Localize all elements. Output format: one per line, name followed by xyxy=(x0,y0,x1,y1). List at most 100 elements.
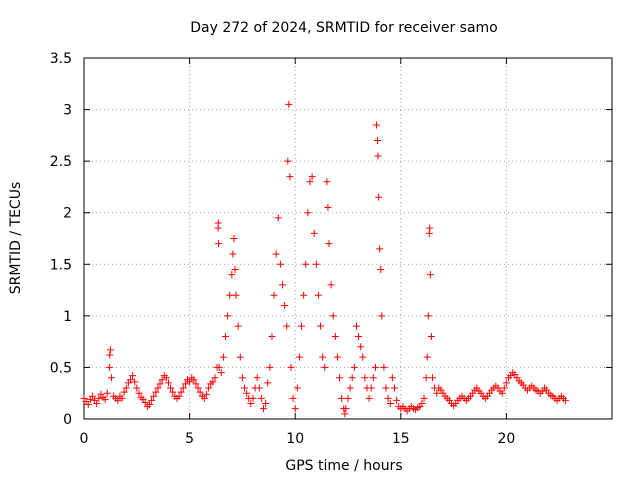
x-tick-labels: 0 5 10 15 20 xyxy=(80,431,516,447)
data-point xyxy=(374,152,382,160)
data-point xyxy=(276,260,284,268)
data-point xyxy=(229,250,237,258)
data-point xyxy=(118,394,126,402)
data-point xyxy=(253,374,261,382)
data-point xyxy=(293,384,301,392)
data-point xyxy=(324,204,332,212)
data-point xyxy=(298,322,306,330)
data-point xyxy=(133,384,141,392)
y-tick-labels: 0 0.5 1 1.5 2 2.5 3 3.5 xyxy=(50,51,72,428)
data-point xyxy=(327,281,335,289)
data-point xyxy=(167,384,175,392)
data-point xyxy=(382,384,390,392)
data-point xyxy=(380,363,388,371)
data-point xyxy=(371,363,379,371)
data-point xyxy=(386,400,394,408)
x-tick-label: 5 xyxy=(185,431,194,447)
data-point xyxy=(95,394,103,402)
x-tick-label: 0 xyxy=(80,431,89,447)
data-point xyxy=(179,384,187,392)
data-point xyxy=(88,392,96,400)
data-point xyxy=(422,374,430,382)
data-point xyxy=(222,332,230,340)
data-point xyxy=(131,378,139,386)
data-point xyxy=(106,351,114,359)
y-tick-label: 2 xyxy=(63,206,72,222)
data-point xyxy=(270,291,278,299)
data-point xyxy=(426,224,434,232)
x-axis-label: GPS time / hours xyxy=(285,458,402,474)
data-point xyxy=(314,291,322,299)
data-point xyxy=(148,396,156,404)
data-points xyxy=(80,100,570,418)
data-point xyxy=(433,389,441,397)
data-point xyxy=(243,389,251,397)
data-point xyxy=(310,229,318,237)
data-point xyxy=(101,395,109,403)
data-point xyxy=(103,389,111,397)
data-point xyxy=(215,240,223,248)
data-point xyxy=(268,332,276,340)
data-point xyxy=(286,173,294,181)
data-point xyxy=(192,380,200,388)
data-point xyxy=(249,394,257,402)
data-point xyxy=(319,353,327,361)
y-tick-label: 0 xyxy=(63,412,72,428)
data-point xyxy=(287,363,295,371)
data-point xyxy=(377,265,385,273)
grid-lines xyxy=(84,58,612,419)
data-point xyxy=(177,388,185,396)
data-point xyxy=(196,388,204,396)
data-point xyxy=(359,353,367,361)
data-point xyxy=(135,389,143,397)
data-point xyxy=(367,384,375,392)
data-point xyxy=(194,384,202,392)
data-point xyxy=(348,374,356,382)
data-point xyxy=(279,281,287,289)
data-point xyxy=(306,178,314,186)
data-point xyxy=(228,271,236,279)
data-point xyxy=(420,394,428,402)
data-point xyxy=(126,376,134,384)
data-point xyxy=(200,394,208,402)
data-point xyxy=(424,312,432,320)
data-point xyxy=(114,396,122,404)
data-point xyxy=(164,379,172,387)
data-point xyxy=(186,378,194,386)
data-point xyxy=(283,322,291,330)
data-point xyxy=(427,332,435,340)
data-point xyxy=(500,384,508,392)
axis-ticks xyxy=(83,57,612,420)
data-point xyxy=(158,376,166,384)
x-tick-label: 10 xyxy=(286,431,304,447)
data-point xyxy=(333,353,341,361)
data-point xyxy=(202,390,210,398)
data-point xyxy=(152,388,160,396)
data-point xyxy=(219,353,227,361)
y-tick-label: 2.5 xyxy=(50,154,72,170)
data-point xyxy=(390,384,398,392)
data-point xyxy=(84,401,92,409)
data-point xyxy=(215,363,223,371)
data-point xyxy=(145,401,153,409)
data-point xyxy=(120,388,128,396)
data-point xyxy=(323,178,331,186)
data-point xyxy=(266,363,274,371)
y-tick-label: 1.5 xyxy=(50,257,72,273)
data-point xyxy=(234,322,242,330)
data-point xyxy=(285,100,293,108)
data-point xyxy=(274,214,282,222)
data-point xyxy=(378,312,386,320)
data-point xyxy=(162,374,170,382)
data-point xyxy=(423,353,431,361)
data-point xyxy=(238,374,246,382)
data-point xyxy=(302,260,310,268)
data-point xyxy=(272,250,280,258)
data-point xyxy=(374,137,382,145)
data-point xyxy=(393,396,401,404)
data-point xyxy=(350,363,358,371)
data-point xyxy=(209,378,217,386)
data-point xyxy=(217,369,225,377)
